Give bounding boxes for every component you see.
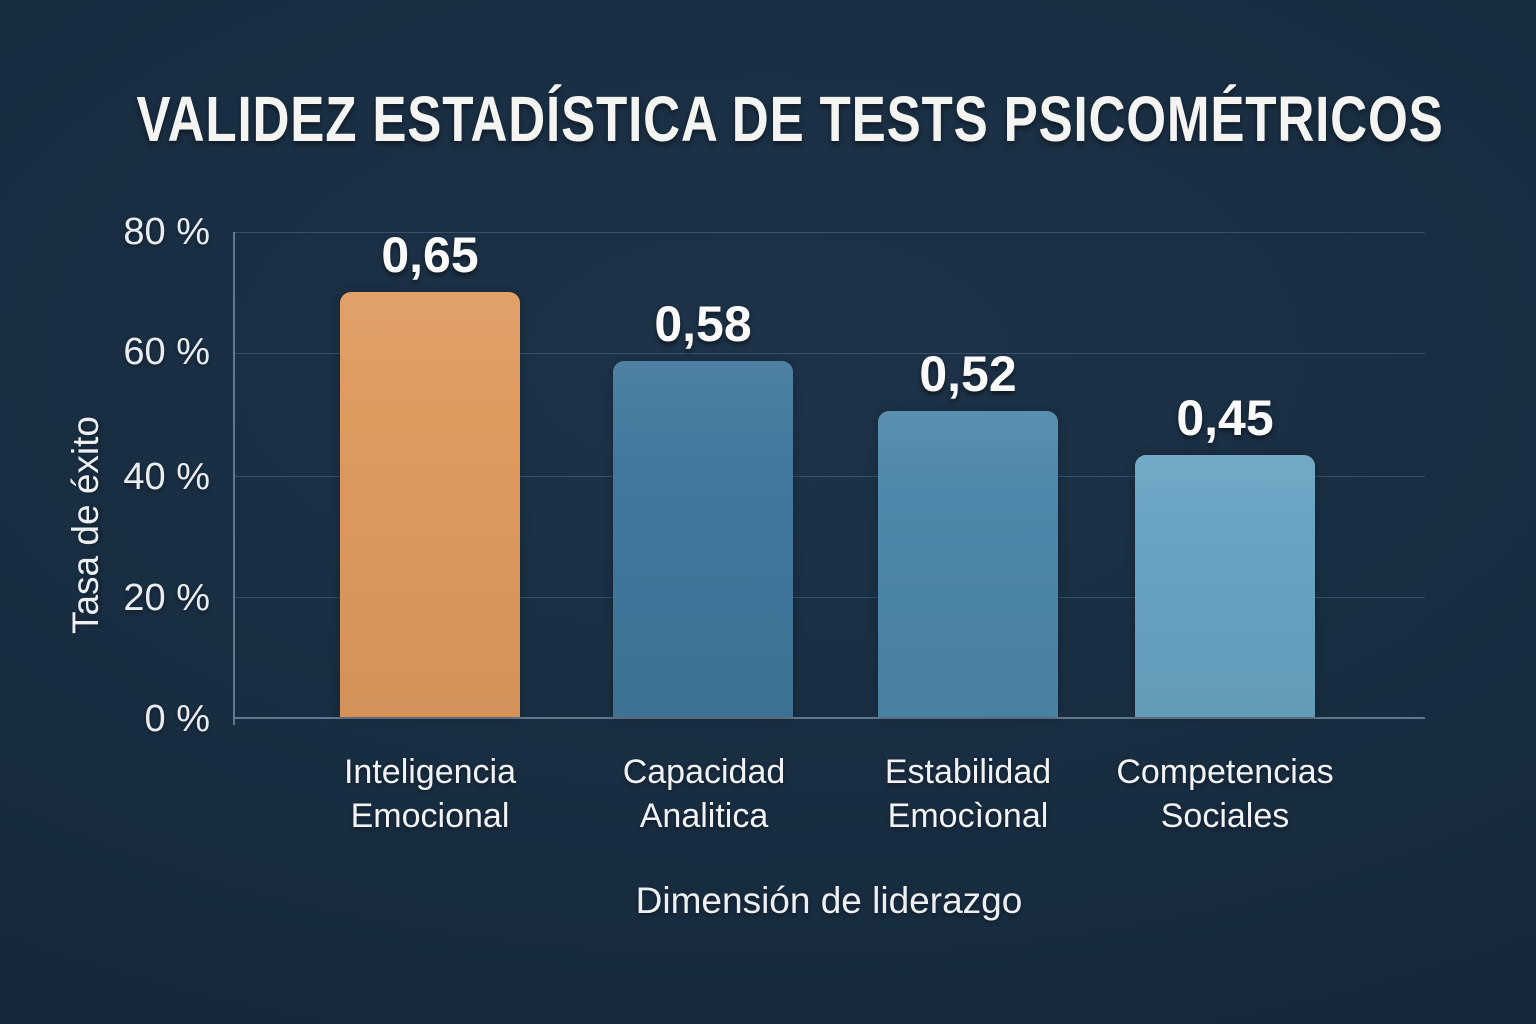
y-tick-80: 80 % [123, 211, 210, 253]
x-tick-line1: Estabilidad [884, 753, 1052, 791]
bar-group-inteligencia-emocional: 0,65 [340, 230, 520, 717]
bar-estabilidad-emocional [878, 410, 1058, 718]
x-axis-title: Dimensión de liderazgo [635, 880, 1023, 921]
y-axis-line [233, 232, 235, 725]
plot-area: 0,65 0,58 0,52 0,45 [233, 230, 1425, 725]
gridline-60 [233, 353, 1425, 354]
bar-value-label: 0,58 [654, 295, 752, 352]
bar-value-label: 0,65 [381, 227, 479, 283]
y-tick-20: 20 % [123, 577, 210, 619]
bar-competencias-sociales [1135, 455, 1315, 717]
y-axis-title: Tasa de éxito [65, 415, 106, 635]
x-tick-line2: Emocìonal [887, 797, 1049, 835]
x-tick-inteligencia-emocional: Inteligencia Emocional [280, 750, 580, 838]
y-tick-0: 0 % [144, 698, 210, 740]
x-tick-line2: Sociales [1160, 797, 1290, 835]
x-tick-line2: Analitica [639, 797, 769, 835]
bar-group-estabilidad-emocional: 0,52 [878, 230, 1058, 718]
gridline-40 [233, 476, 1425, 477]
x-tick-estabilidad-emocional: Estabilidad Emocìonal [818, 750, 1118, 838]
y-tick-60: 60 % [123, 331, 210, 373]
x-axis-line [233, 717, 1425, 719]
bar-capacidad-analitica [613, 360, 793, 718]
y-tick-40: 40 % [123, 456, 210, 498]
x-tick-competencias-sociales: Competencias Sociales [1075, 750, 1375, 838]
y-axis-ticks: 80 % 60 % 40 % 20 % 0 % [0, 0, 210, 1024]
bar-group-competencias-sociales: 0,45 [1135, 230, 1315, 717]
bar-value-label: 0,52 [919, 345, 1017, 402]
bar-value-label: 0,45 [1176, 390, 1274, 447]
x-tick-line1: Inteligencia [343, 753, 516, 791]
x-tick-line1: Competencias [1116, 753, 1334, 791]
chart-title: VALIDEZ ESTADÍSTICA DE TESTS PSICOMÉTRIC… [136, 83, 1444, 155]
x-tick-capacidad-analitica: Capacidad Analitica [554, 750, 854, 838]
bar-group-capacidad-analitica: 0,58 [613, 230, 793, 718]
gridline-20 [233, 597, 1425, 598]
x-tick-line1: Capacidad [622, 753, 786, 791]
bar-inteligencia-emocional [340, 292, 520, 717]
gridline-80 [233, 232, 1425, 233]
x-tick-line2: Emocional [350, 797, 510, 835]
